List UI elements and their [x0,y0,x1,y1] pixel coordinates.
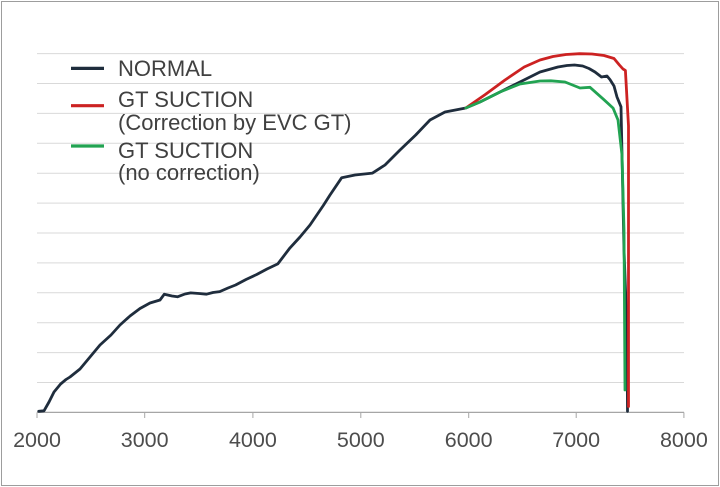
svg-text:(Correction by EVC GT): (Correction by EVC GT) [118,110,352,135]
svg-text:5000: 5000 [337,428,385,452]
svg-text:(no correction): (no correction) [118,160,260,185]
svg-text:NORMAL: NORMAL [118,56,212,81]
svg-text:2000: 2000 [13,428,61,452]
svg-text:3000: 3000 [121,428,169,452]
svg-text:7000: 7000 [552,428,600,452]
svg-text:6000: 6000 [445,428,493,452]
svg-text:8000: 8000 [660,428,708,452]
svg-text:GT SUCTION: GT SUCTION [118,87,253,112]
svg-text:4000: 4000 [229,428,277,452]
